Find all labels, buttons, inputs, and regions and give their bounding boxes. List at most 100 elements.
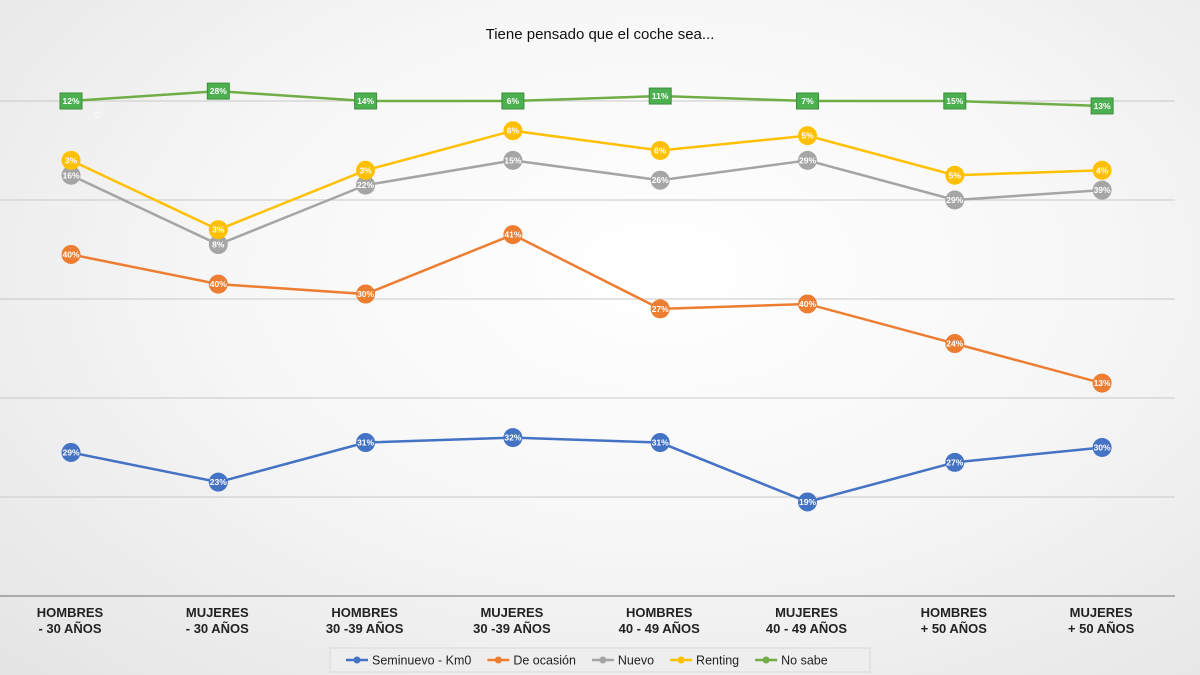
data-point [945,165,965,185]
data-point [61,442,81,462]
data-point [648,87,672,105]
data-label: 7% [801,96,814,106]
data-label: 39% [1094,185,1111,195]
legend-marker-icon [762,656,770,664]
data-label: 23% [210,477,227,487]
data-point [59,92,83,110]
data-point [61,150,81,170]
data-point [943,92,967,110]
category-label: 30 -39 AÑOS [326,621,404,636]
series-line [70,129,1103,232]
category-label: MUJERES [775,605,838,620]
category-label: + 50 AÑOS [921,621,988,636]
data-point [1092,373,1112,393]
data-point [798,150,817,170]
series-line [70,89,1103,108]
data-label: 15% [504,155,521,165]
data-label: 29% [946,195,963,205]
data-label: 4% [1096,165,1109,175]
data-point [503,225,523,245]
data-point [945,452,965,472]
category-label: HOMBRES [37,605,104,620]
series-no-sabe: 12% 28% 14% 6% 11% 7% 15% 13% [59,82,1114,115]
data-label: 8% [212,240,225,250]
data-label: 13% [1094,378,1111,388]
data-label: 14% [357,96,374,106]
data-label: 16% [62,170,79,180]
data-point [208,472,228,492]
category-label: - 30 AÑOS [38,621,101,636]
legend-label: No sabe [781,654,828,668]
data-point [356,175,376,195]
data-label: 30% [1094,443,1111,453]
data-point [1092,160,1112,180]
series-line [70,233,1103,385]
data-label: 27% [652,304,669,314]
data-label: 3% [212,225,225,235]
data-label: 22% [357,180,374,190]
data-point [796,92,819,110]
data-point [61,244,81,264]
category-label: 30 -39 AÑOS [473,621,551,636]
data-label: 40% [210,279,227,289]
data-point [208,220,228,240]
data-point [356,433,376,453]
data-label: 29% [799,155,816,165]
data-point [501,92,525,110]
data-label: 6% [507,96,520,106]
category-label: HOMBRES [921,605,988,620]
data-label: 3% [65,155,78,165]
data-label: 41% [504,230,521,240]
data-label: 27% [946,457,963,467]
data-label: 32% [504,433,521,443]
series-renting: 3% 3% 3% 6% 6% 5% 5% 4% [61,121,1112,240]
data-point [208,235,228,255]
data-label: 26% [652,175,669,185]
data-label: 11% [652,91,669,101]
data-label: 40% [799,299,816,309]
legend-item: Nuevo [591,654,654,668]
data-label: 28% [210,86,227,96]
series-line [70,436,1103,504]
category-label: MUJERES [1070,605,1133,620]
data-label: 12% [62,96,79,106]
data-point [650,170,670,190]
data-point [650,299,670,319]
category-label: 40 - 49 AÑOS [619,621,700,636]
data-label: 15% [946,96,963,106]
legend-marker-icon [353,656,361,664]
legend-marker-icon [494,656,502,664]
data-label: 30% [357,289,374,299]
data-point [1092,180,1112,200]
data-point [798,126,817,146]
data-point [354,92,378,110]
series-nuevo: 16% 8% 22% 15% 26% 29% 29% 39% [61,150,1112,255]
data-point [206,82,230,100]
data-label: 31% [357,438,374,448]
legend-label: De ocasión [513,654,576,668]
legend-item: Seminuevo - Km0 [346,654,471,668]
category-label: MUJERES [480,605,543,620]
data-point [208,274,228,294]
legend-item: De ocasión [487,654,576,668]
data-label: 5% [949,170,962,180]
data-point [503,428,523,448]
data-label: 24% [946,339,963,349]
data-point [61,165,81,185]
legend-item: No sabe [755,654,828,668]
stray-annotation: 0 [95,110,100,120]
series-seminuevo-km0: 29% 23% 31% 32% 31% 19% 27% 30% [61,428,1112,512]
data-label: 13% [1094,101,1111,111]
data-point [1092,438,1112,457]
data-point [798,492,817,512]
data-point [945,190,965,210]
legend: Seminuevo - Km0 De ocasión Nuevo Renting No … [329,647,871,673]
data-point [650,141,670,160]
category-label: HOMBRES [331,605,398,620]
series-line [70,159,1103,246]
data-label: 31% [652,438,669,448]
data-point [356,284,376,304]
data-point [945,334,965,354]
legend-item: Renting [670,654,739,668]
data-label: 3% [359,165,372,175]
